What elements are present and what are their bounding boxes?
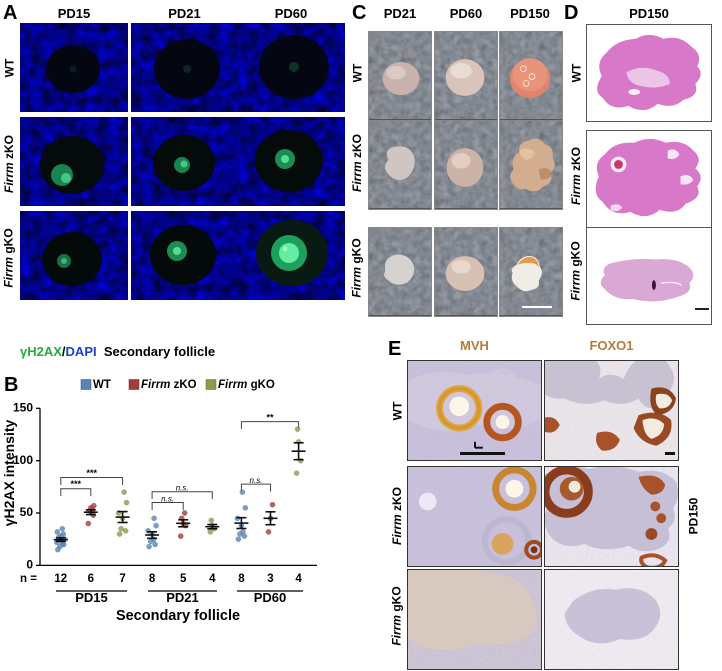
svg-text:3: 3 <box>267 573 273 585</box>
svg-text:WT: WT <box>93 379 111 391</box>
svg-text:50: 50 <box>20 505 34 519</box>
svg-text:n.s.: n.s. <box>161 495 174 504</box>
svg-text:5: 5 <box>180 573 187 585</box>
svg-text:12: 12 <box>54 573 67 585</box>
svg-text:Firrm zKO: Firrm zKO <box>141 379 197 391</box>
svg-text:n =: n = <box>20 573 37 585</box>
svg-text:PD21: PD21 <box>166 590 199 605</box>
svg-text:Firrm gKO: Firrm gKO <box>218 379 275 391</box>
svg-text:***: *** <box>86 468 97 478</box>
svg-text:8: 8 <box>238 573 245 585</box>
svg-text:**: ** <box>266 413 274 423</box>
svg-text:Secondary follicle: Secondary follicle <box>116 608 240 624</box>
svg-text:PD15: PD15 <box>75 590 108 605</box>
svg-text:n.s.: n.s. <box>250 476 263 485</box>
svg-text:***: *** <box>71 479 82 489</box>
svg-text:7: 7 <box>119 573 125 585</box>
svg-text:0: 0 <box>26 558 33 572</box>
svg-text:8: 8 <box>149 573 156 585</box>
svg-text:4: 4 <box>295 573 302 585</box>
svg-text:PD60: PD60 <box>254 590 287 605</box>
svg-text:150: 150 <box>13 401 33 415</box>
svg-text:4: 4 <box>209 573 216 585</box>
svg-text:γH2AX intensity: γH2AX intensity <box>1 419 17 526</box>
svg-text:n.s.: n.s. <box>176 484 189 493</box>
svg-text:6: 6 <box>88 573 94 585</box>
